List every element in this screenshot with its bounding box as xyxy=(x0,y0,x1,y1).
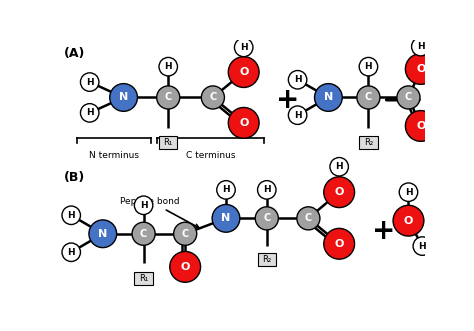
Text: O: O xyxy=(239,118,248,128)
Text: O: O xyxy=(416,121,426,131)
Circle shape xyxy=(81,104,99,122)
Circle shape xyxy=(288,106,307,124)
Text: N: N xyxy=(221,213,231,223)
Text: H: H xyxy=(86,77,93,87)
Circle shape xyxy=(109,84,137,111)
Circle shape xyxy=(315,84,342,111)
Text: H: H xyxy=(222,185,230,194)
Text: C terminus: C terminus xyxy=(186,151,235,160)
Text: R₂: R₂ xyxy=(262,255,271,264)
Text: +: + xyxy=(276,86,299,114)
Text: Peptide bond: Peptide bond xyxy=(120,197,199,228)
Circle shape xyxy=(134,196,153,214)
Text: (A): (A) xyxy=(64,47,86,61)
Circle shape xyxy=(62,243,81,261)
Text: H: H xyxy=(417,42,425,51)
Circle shape xyxy=(62,206,81,224)
Circle shape xyxy=(411,37,430,56)
Text: R₁: R₁ xyxy=(139,274,148,283)
Circle shape xyxy=(357,86,380,109)
Text: O: O xyxy=(404,216,413,226)
Circle shape xyxy=(170,252,201,282)
Circle shape xyxy=(405,54,436,84)
Text: H: H xyxy=(164,62,172,71)
Circle shape xyxy=(81,73,99,91)
Circle shape xyxy=(173,222,197,245)
Text: C: C xyxy=(182,229,189,239)
Text: O: O xyxy=(416,64,426,74)
Text: H: H xyxy=(294,75,301,84)
Text: H: H xyxy=(140,201,147,210)
Circle shape xyxy=(330,158,348,176)
Text: O: O xyxy=(335,187,344,197)
Text: N: N xyxy=(98,229,108,239)
Circle shape xyxy=(297,207,320,230)
Circle shape xyxy=(324,228,355,259)
Text: C: C xyxy=(164,92,172,103)
Text: C: C xyxy=(305,213,312,223)
Text: H: H xyxy=(419,242,426,251)
Circle shape xyxy=(393,205,424,236)
Text: C: C xyxy=(209,92,217,103)
FancyBboxPatch shape xyxy=(257,253,276,266)
Text: H: H xyxy=(294,111,301,120)
Circle shape xyxy=(257,181,276,199)
Circle shape xyxy=(405,111,436,141)
Circle shape xyxy=(235,38,253,57)
Text: C: C xyxy=(405,92,412,103)
Circle shape xyxy=(132,222,155,245)
Text: R₁: R₁ xyxy=(164,138,173,147)
Text: H: H xyxy=(67,248,75,257)
Text: R₂: R₂ xyxy=(364,138,373,147)
Circle shape xyxy=(399,183,418,202)
Text: N: N xyxy=(119,92,128,103)
FancyBboxPatch shape xyxy=(159,136,177,149)
Text: C: C xyxy=(365,92,372,103)
Text: C: C xyxy=(140,229,147,239)
Circle shape xyxy=(228,108,259,138)
Text: H: H xyxy=(86,108,93,118)
Circle shape xyxy=(359,58,378,76)
Circle shape xyxy=(157,86,180,109)
Text: N terminus: N terminus xyxy=(89,151,139,160)
Text: H: H xyxy=(405,188,412,197)
Text: O: O xyxy=(181,262,190,272)
FancyBboxPatch shape xyxy=(359,136,378,149)
Circle shape xyxy=(228,57,259,87)
Text: H: H xyxy=(263,185,271,194)
Text: H: H xyxy=(67,211,75,220)
Circle shape xyxy=(324,177,355,208)
Text: N: N xyxy=(324,92,333,103)
Circle shape xyxy=(159,58,177,76)
Text: (B): (B) xyxy=(64,170,85,184)
Text: C: C xyxy=(263,213,271,223)
Circle shape xyxy=(201,86,225,109)
Circle shape xyxy=(255,207,278,230)
Text: H: H xyxy=(240,43,247,52)
Text: O: O xyxy=(335,239,344,249)
Text: H: H xyxy=(336,162,343,171)
Circle shape xyxy=(89,220,117,248)
Circle shape xyxy=(288,71,307,89)
Circle shape xyxy=(397,86,420,109)
Text: +: + xyxy=(372,217,395,245)
FancyBboxPatch shape xyxy=(134,272,153,285)
Circle shape xyxy=(217,181,235,199)
Text: O: O xyxy=(239,67,248,77)
Circle shape xyxy=(413,237,431,255)
Circle shape xyxy=(212,205,240,232)
Text: H: H xyxy=(365,62,372,71)
